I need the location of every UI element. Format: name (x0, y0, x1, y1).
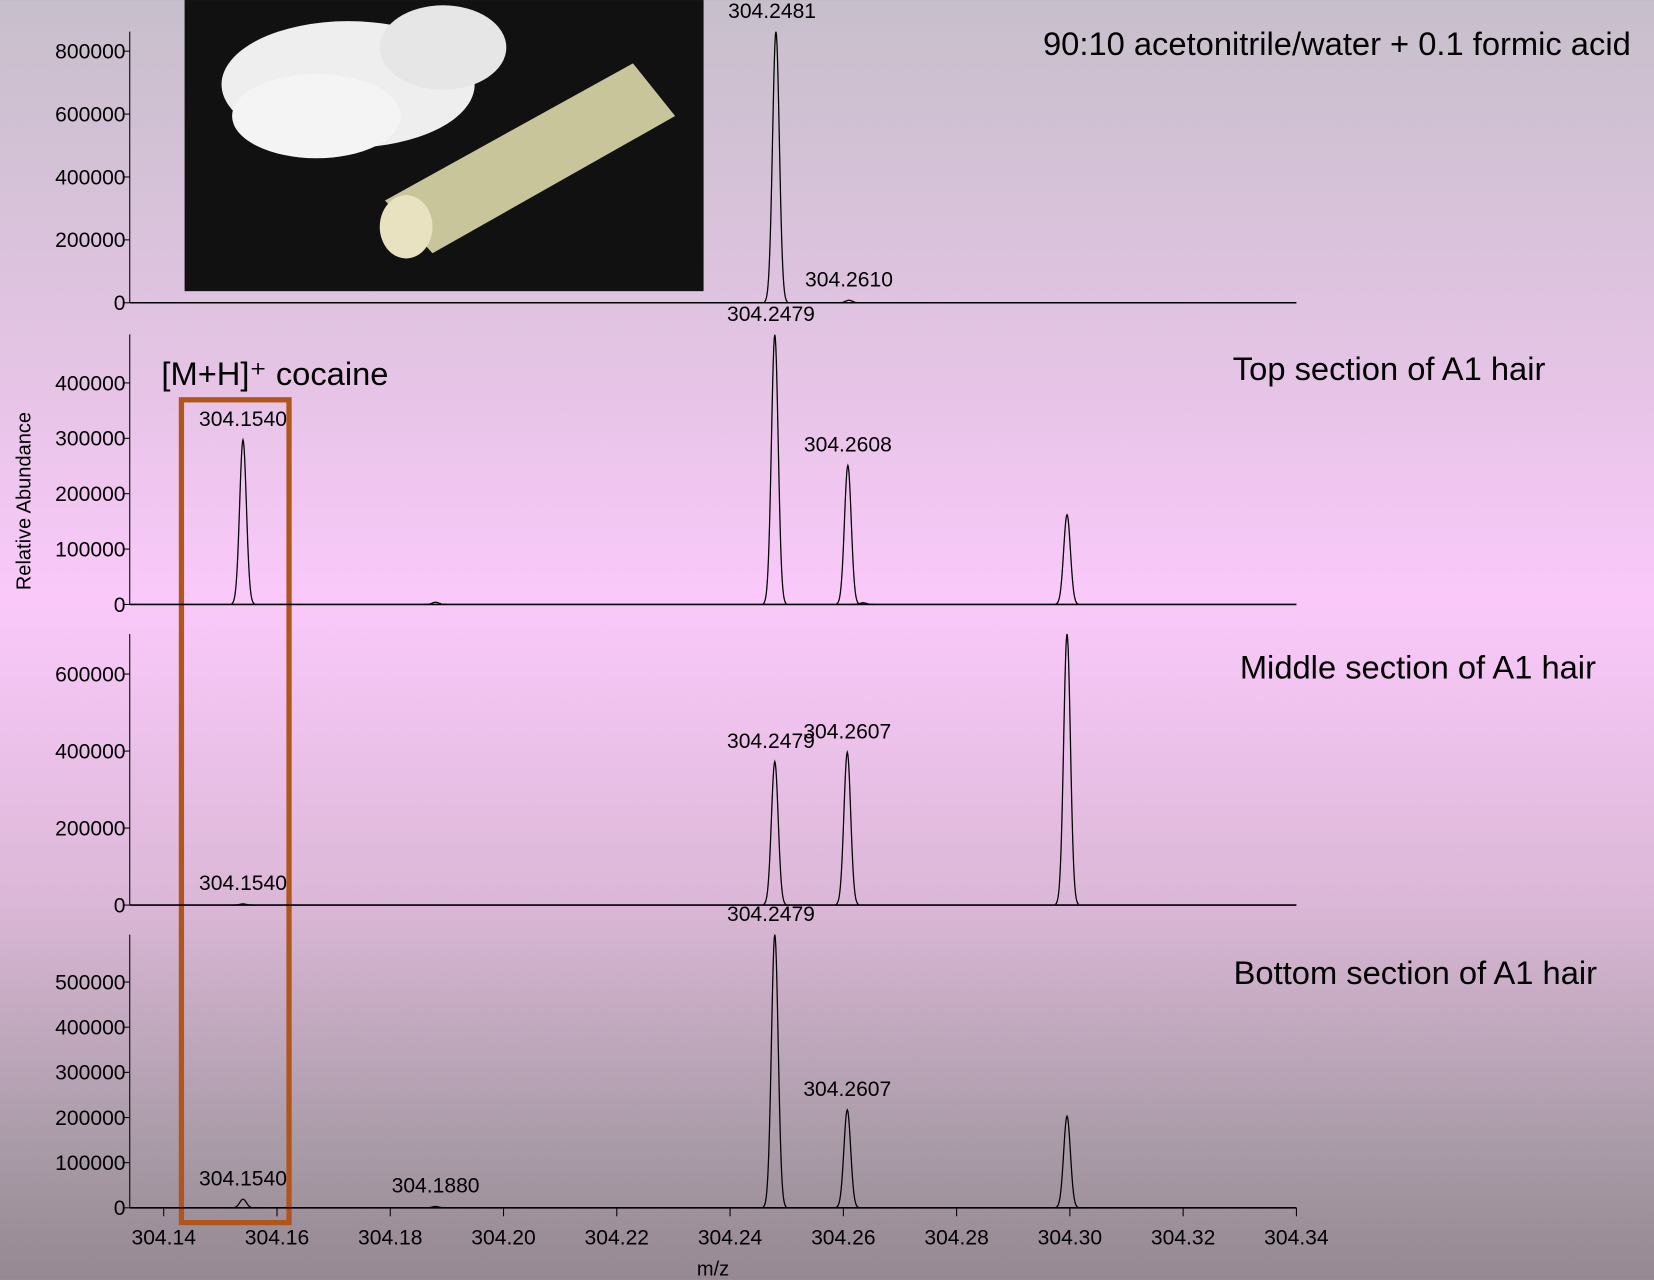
x-axis-label: m/z (697, 1258, 729, 1280)
y-tick-label: 200000 (55, 817, 125, 840)
y-tick-label: 200000 (55, 229, 125, 252)
y-tick-label: 600000 (55, 103, 125, 126)
y-tick-label: 100000 (55, 1152, 125, 1175)
x-tick-label: 304.32 (1151, 1227, 1215, 1250)
peak-label: 304.1880 (392, 1175, 480, 1198)
peak-label: 304.2479 (727, 730, 815, 753)
y-tick-label: 400000 (55, 372, 125, 395)
peak-label: 304.2479 (727, 303, 815, 326)
peak (423, 1205, 448, 1209)
y-tick-label: 600000 (55, 663, 125, 686)
y-tick-label: 800000 (55, 41, 125, 64)
peak-label: 304.2607 (803, 1078, 891, 1101)
peak (835, 1108, 860, 1209)
peak (231, 903, 255, 906)
y-tick-label: 0 (114, 1197, 126, 1220)
peak (423, 601, 448, 606)
peak (1054, 633, 1080, 905)
y-tick-label: 0 (114, 894, 126, 917)
peak-label: 304.2607 (803, 720, 891, 743)
peak (837, 299, 861, 304)
y-tick-label: 500000 (55, 971, 125, 994)
highlight-box (178, 397, 292, 1226)
x-tick-label: 304.14 (131, 1227, 196, 1250)
peak-label: 304.1540 (199, 872, 287, 895)
peak (762, 334, 787, 605)
y-tick-label: 400000 (55, 166, 125, 189)
photo (184, 0, 704, 292)
peak (1055, 513, 1079, 605)
y-tick-label: 0 (114, 594, 126, 617)
peak (231, 1198, 255, 1209)
y-tick-label: 0 (114, 292, 126, 315)
y-axis-label: Relative Abundance (14, 412, 36, 590)
x-tick-label: 304.34 (1264, 1227, 1329, 1250)
y-tick-label: 100000 (55, 538, 125, 561)
annotation: Top section of A1 hair (1233, 350, 1546, 387)
peak-label: 304.1540 (199, 408, 287, 431)
annotation: [M+H]⁺ cocaine (161, 355, 388, 392)
y-tick-label: 300000 (55, 428, 125, 451)
x-tick-label: 304.20 (471, 1227, 535, 1250)
y-tick-label: 300000 (55, 1062, 125, 1085)
y-tick-label: 400000 (55, 740, 125, 763)
y-tick-label: 400000 (55, 1017, 125, 1040)
peak (1055, 1114, 1079, 1209)
x-tick-label: 304.16 (245, 1227, 309, 1250)
peak-label: 304.1540 (199, 1168, 287, 1191)
x-tick-label: 304.24 (698, 1227, 763, 1250)
peak (835, 463, 860, 605)
peak (231, 437, 255, 605)
peak-label: 304.2481 (728, 0, 816, 23)
peak (762, 759, 787, 906)
peak-label: 304.2479 (727, 903, 815, 926)
x-tick-label: 304.22 (585, 1227, 649, 1250)
annotation: Middle section of A1 hair (1240, 648, 1596, 685)
x-tick-label: 304.28 (924, 1227, 988, 1250)
peak (835, 749, 860, 906)
x-tick-label: 304.30 (1038, 1227, 1102, 1250)
peak (762, 934, 787, 1208)
y-tick-label: 200000 (55, 1107, 125, 1130)
peak-label: 304.2610 (805, 269, 893, 292)
peak (763, 31, 788, 303)
annotation: 90:10 acetonitrile/water + 0.1 formic ac… (1043, 25, 1631, 62)
annotation: Bottom section of A1 hair (1234, 954, 1598, 991)
peak (851, 602, 875, 606)
y-tick-label: 200000 (55, 483, 125, 506)
peak-label: 304.2608 (804, 434, 892, 457)
x-tick-label: 304.26 (811, 1227, 875, 1250)
x-tick-label: 304.18 (358, 1227, 422, 1250)
